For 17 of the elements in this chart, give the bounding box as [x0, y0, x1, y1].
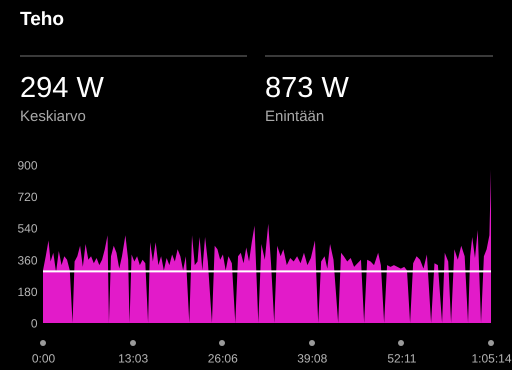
y-tick-label: 720 — [17, 190, 38, 204]
x-tick-label: 1:05:14 — [471, 352, 512, 366]
x-tick-label: 26:06 — [208, 352, 238, 366]
text: Enintään — [265, 108, 324, 125]
x-tick-label: 0:00 — [32, 352, 56, 366]
text: 294 W — [20, 72, 104, 105]
x-tick-label: 52:11 — [387, 352, 417, 366]
x-tick-label: 13:03 — [118, 352, 148, 366]
y-tick-label: 540 — [17, 222, 38, 236]
y-tick-label: 0 — [30, 316, 38, 330]
text: Keskiarvo — [20, 108, 86, 125]
x-tick-label: 39:08 — [297, 352, 328, 366]
text: 873 W — [265, 72, 349, 105]
y-tick-label: 360 — [17, 253, 38, 268]
y-tick-label: 180 — [17, 284, 38, 299]
chart-title: Teho — [20, 9, 64, 31]
y-tick-label: 900 — [17, 158, 38, 172]
